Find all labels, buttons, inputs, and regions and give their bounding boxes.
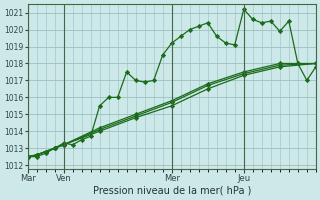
X-axis label: Pression niveau de la mer( hPa ): Pression niveau de la mer( hPa ) — [92, 186, 251, 196]
